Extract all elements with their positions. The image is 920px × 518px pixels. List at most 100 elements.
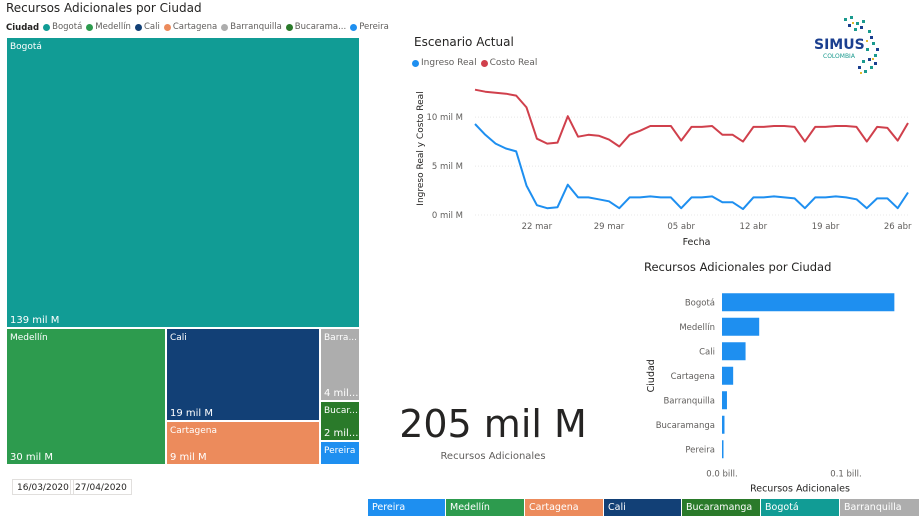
treemap-tile-value: 19 mil M — [170, 408, 214, 419]
treemap-legend-item: Pereira — [350, 22, 389, 32]
treemap-tile[interactable]: Cali 19 mil M — [166, 328, 320, 421]
treemap-tile-label: Barra... — [324, 333, 358, 343]
bar-category-label: Bogotá — [685, 298, 715, 308]
treemap-tile-label: Bucar... — [324, 406, 358, 416]
slicer-item[interactable]: Pereira — [368, 499, 445, 516]
legend-label: Bucarama... — [294, 22, 347, 32]
bar[interactable] — [722, 293, 895, 312]
legend-ingreso-real: Ingreso Real — [412, 58, 477, 68]
kpi-value: 205 mil M — [399, 402, 587, 446]
treemap-tile-value: 2 mil... — [324, 428, 359, 439]
treemap-legend-item: Barranquilla — [221, 22, 282, 32]
bar-category-label: Barranquilla — [663, 396, 715, 406]
legend-label-costo: Costo Real — [489, 58, 538, 68]
y-axis-title: Ingreso Real y Costo Real — [416, 91, 426, 205]
series-line-ingreso-real — [474, 123, 909, 211]
legend-dot — [134, 23, 142, 31]
bar-category-label: Medellín — [679, 323, 715, 333]
x-tick-label: 12 abr — [740, 222, 768, 232]
x-axis-title: Fecha — [683, 237, 711, 248]
line-chart-title: Escenario Actual — [414, 35, 514, 49]
treemap-tile-value: 9 mil M — [170, 452, 207, 463]
treemap-legend: Ciudad Bogotá Medellín Cali Cartagena Barran… — [6, 22, 393, 34]
bar[interactable] — [722, 440, 724, 459]
treemap-tile[interactable]: Cartagena 9 mil M — [166, 421, 320, 465]
treemap-tile-value: 4 mil... — [324, 388, 359, 399]
legend-dot-ingreso — [412, 59, 419, 67]
date-end[interactable]: 27/04/2020 — [70, 479, 132, 495]
treemap-tile[interactable]: Bucar... 2 mil... — [320, 401, 360, 441]
treemap-tile-value: 139 mil M — [10, 315, 60, 326]
treemap-legend-item: Medellín — [86, 22, 131, 32]
legend-dot — [43, 23, 51, 31]
legend-label: Cartagena — [172, 22, 218, 32]
logo-subtext: COLOMBIA — [823, 53, 856, 60]
treemap-tile[interactable]: Pereira — [320, 441, 360, 465]
legend-label: Barranquilla — [230, 22, 282, 32]
treemap-tile-label: Bogotá — [10, 42, 42, 52]
treemap-legend-item: Bogotá — [43, 22, 82, 32]
treemap-tile-label: Pereira — [324, 446, 356, 456]
logo-text: SIMUS — [814, 37, 865, 53]
y-tick-label: 10 mil M — [426, 113, 463, 123]
x-tick-label: 05 abr — [667, 222, 695, 232]
treemap-tile-value: 30 mil M — [10, 452, 54, 463]
treemap-tile[interactable]: Barra... 4 mil... — [320, 328, 360, 401]
bar[interactable] — [722, 415, 725, 434]
bar-category-label: Bucaramanga — [656, 421, 715, 431]
y-tick-label: 0 mil M — [432, 211, 463, 221]
bar-category-label: Cartagena — [671, 372, 715, 382]
bar-x-tick-label: 0.1 bill. — [830, 470, 861, 480]
treemap-tile[interactable]: Bogotá 139 mil M — [6, 37, 360, 328]
line-chart: 0 mil M 5 mil M 10 mil M 22 mar 29 mar 05 abr… — [416, 88, 912, 248]
legend-dot — [350, 23, 358, 31]
slicer-item[interactable]: Cali — [604, 499, 681, 516]
x-tick-label: 19 abr — [812, 222, 840, 232]
bar-x-tick-label: 0.0 bill. — [706, 470, 737, 480]
bar-x-axis-title: Recursos Adicionales — [750, 484, 850, 495]
y-tick-label: 5 mil M — [432, 162, 463, 172]
legend-dot — [285, 23, 293, 31]
legend-label: Bogotá — [52, 22, 83, 32]
bar-category-label: Cali — [699, 347, 715, 357]
treemap-legend-item: Cali — [134, 22, 160, 32]
treemap-tile-label: Cali — [170, 333, 187, 343]
date-start[interactable]: 16/03/2020 — [12, 479, 74, 495]
legend-label-ingreso: Ingreso Real — [421, 58, 477, 68]
slicer-item[interactable]: Bogotá — [761, 499, 839, 516]
treemap-tile-label: Medellín — [10, 333, 48, 343]
bar-chart-title: Recursos Adicionales por Ciudad — [644, 260, 832, 274]
slicer-item[interactable]: Medellín — [446, 499, 524, 516]
bar-y-axis-title: Ciudad — [646, 359, 657, 392]
bar-category-label: Pereira — [685, 445, 715, 455]
treemap-legend-item: Bucarama... — [285, 22, 347, 32]
slicer-item[interactable]: Cartagena — [525, 499, 603, 516]
treemap-chart: Bogotá 139 mil M Medellín 30 mil M Cali 19 mi… — [6, 37, 360, 465]
treemap-tile-label: Cartagena — [170, 426, 218, 436]
legend-label: Cali — [143, 22, 160, 32]
bar[interactable] — [722, 342, 746, 361]
slicer-item[interactable]: Barranquilla — [840, 499, 919, 516]
legend-dot — [163, 23, 171, 31]
x-tick-label: 29 mar — [594, 222, 625, 232]
treemap-legend-item: Cartagena — [163, 22, 218, 32]
slicer-item[interactable]: Bucaramanga — [682, 499, 760, 516]
kpi-label: Recursos Adicionales — [440, 451, 546, 462]
legend-label: Pereira — [359, 22, 389, 32]
treemap-title: Recursos Adicionales por Ciudad — [6, 1, 202, 15]
bar[interactable] — [722, 366, 734, 385]
legend-label: Medellín — [95, 22, 131, 32]
legend-dot — [221, 23, 229, 31]
line-chart-legend: Ingreso Real Costo Real — [412, 58, 541, 68]
x-tick-label: 22 mar — [522, 222, 553, 232]
treemap-tile[interactable]: Medellín 30 mil M — [6, 328, 166, 465]
bar[interactable] — [722, 317, 760, 336]
x-tick-label: 26 abr — [884, 222, 912, 232]
simus-logo: SIMUS COLOMBIA — [814, 16, 879, 74]
treemap-legend-title: Ciudad — [6, 22, 40, 33]
bar-chart: Bogotá Medellín Cali Cartagena Barranquilla B… — [646, 293, 895, 495]
bar[interactable] — [722, 391, 727, 410]
legend-costo-real: Costo Real — [480, 58, 538, 68]
series-line-costo-real — [474, 88, 909, 148]
legend-dot — [86, 23, 94, 31]
